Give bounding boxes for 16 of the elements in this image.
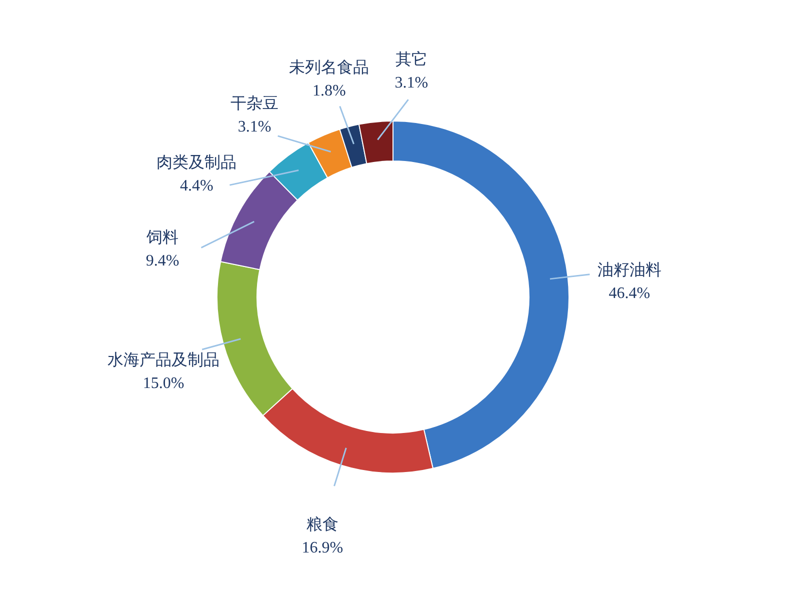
data-label: 46.4%	[608, 284, 650, 302]
slice-label: 饲料	[146, 228, 179, 247]
slice-label: 未列名食品	[289, 58, 370, 77]
data-label: 9.4%	[146, 252, 180, 270]
data-label: 1.8%	[312, 82, 346, 100]
data-label: 4.4%	[180, 177, 214, 194]
data-label: 3.1%	[238, 118, 272, 136]
data-label: 3.1%	[394, 74, 428, 92]
data-label: 15.0%	[142, 375, 184, 392]
slice-label: 油籽油料	[597, 260, 662, 279]
data-label: 16.9%	[302, 539, 344, 556]
slice-label: 肉类及制品	[156, 153, 237, 172]
slice-label: 其它	[395, 50, 428, 69]
slice-label: 水海产品及制品	[108, 351, 220, 370]
slice-label: 粮食	[306, 515, 338, 534]
slice-label: 干杂豆	[230, 94, 279, 112]
